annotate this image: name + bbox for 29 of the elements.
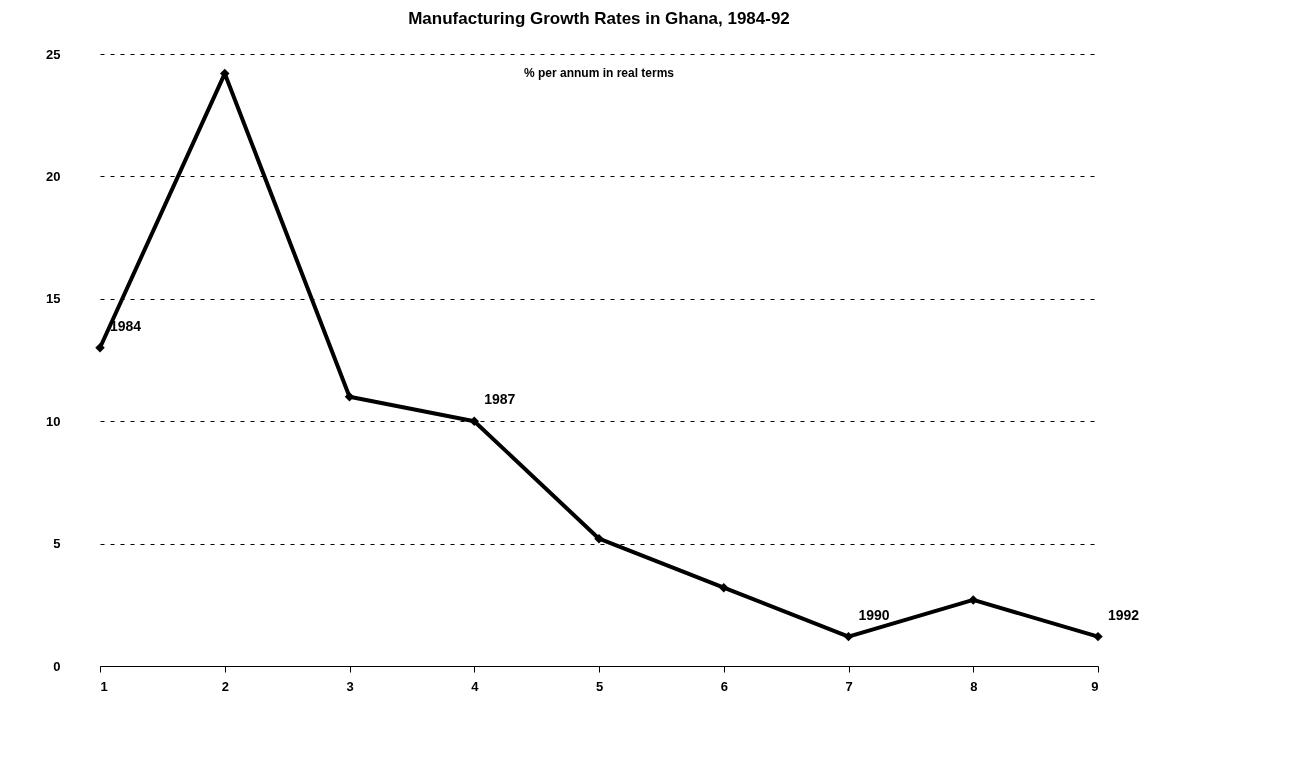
annotation: 1990 — [858, 606, 890, 623]
point — [344, 391, 355, 402]
point — [968, 595, 978, 605]
x-tick-label: 5 — [595, 678, 604, 694]
point — [719, 582, 729, 593]
annotation: 1984 — [110, 317, 142, 334]
point — [95, 343, 105, 353]
y-tick-label: 5 — [53, 536, 61, 552]
x-tick-label: 6 — [720, 678, 728, 694]
y-tick-label: 10 — [46, 413, 61, 429]
point — [594, 533, 604, 544]
annotation: 1987 — [484, 391, 516, 408]
point — [469, 416, 479, 426]
y-tick-label: 25 — [46, 46, 61, 62]
chart-title: Manufacturing Growth Rates in Ghana, 1984-92 — [408, 9, 790, 28]
text: % per annum in real terms — [523, 66, 675, 80]
x-tick-label: 3 — [346, 678, 354, 694]
x-tick-label: 7 — [845, 678, 853, 694]
x-tick-label: 2 — [221, 678, 229, 694]
point — [1093, 631, 1103, 642]
y-tick-label: 15 — [46, 291, 61, 307]
y-tick-label: 20 — [46, 168, 61, 184]
x-tick-label: 9 — [1091, 678, 1099, 694]
x-tick-label: 8 — [970, 678, 978, 694]
x-tick-label: 4 — [471, 678, 480, 694]
point — [843, 631, 854, 642]
annotation: 1992 — [1108, 606, 1140, 623]
x-tick-label: 1 — [100, 678, 108, 694]
y-tick-label: 0 — [53, 658, 61, 674]
